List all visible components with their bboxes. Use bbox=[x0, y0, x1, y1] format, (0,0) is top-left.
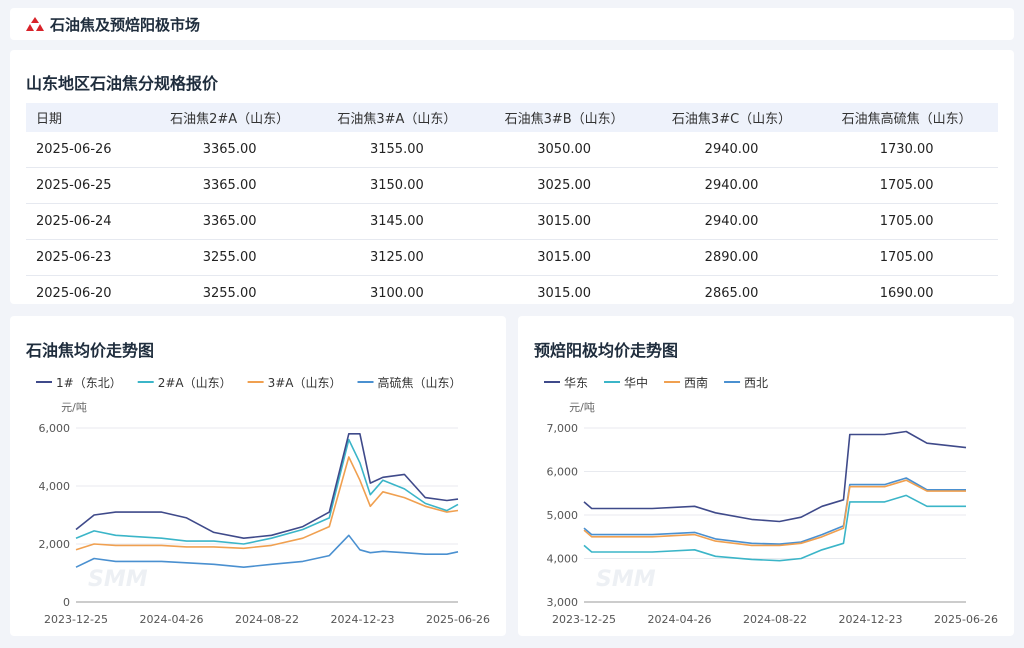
series-line bbox=[583, 477, 966, 545]
column-header: 日期 bbox=[26, 103, 146, 132]
table-cell: 2940.00 bbox=[647, 167, 816, 204]
table-body: 2025-06-26 3365.00 3155.00 3050.00 2940.00 17… bbox=[26, 132, 998, 304]
section-header: 石油焦及预焙阳极市场 bbox=[10, 8, 1014, 40]
series-line bbox=[583, 430, 967, 523]
x-tick-label: 2025-06-26 bbox=[934, 613, 998, 626]
column-header: 石油焦2#A（山东） bbox=[146, 103, 314, 132]
legend-label: 华中 bbox=[624, 375, 648, 390]
column-header: 石油焦3#A（山东） bbox=[313, 103, 481, 132]
x-tick-label: 2024-08-22 bbox=[235, 613, 299, 626]
y-tick-label: 4,000 bbox=[39, 480, 71, 493]
table-cell: 2940.00 bbox=[647, 132, 816, 168]
table-cell: 2025-06-20 bbox=[26, 275, 146, 304]
watermark: SMM bbox=[88, 567, 148, 592]
table-row: 2025-06-26 3365.00 3155.00 3050.00 2940.00 17… bbox=[26, 132, 998, 168]
table-cell: 3015.00 bbox=[480, 239, 648, 276]
petroleum-coke-chart-card: 石油焦均价走势图 1#（东北） 2#A（山东） 3#A（山东） 高硫焦（山东） 元/吨 0… bbox=[10, 316, 506, 636]
series-line bbox=[583, 494, 966, 562]
price-table-card: 山东地区石油焦分规格报价 日期 石油焦2#A（山东） 石油焦3#A（山东） 石油焦3#… bbox=[10, 50, 1014, 304]
table-cell: 3365.00 bbox=[146, 167, 314, 204]
petroleum-coke-chart[interactable]: 1#（东北） 2#A（山东） 3#A（山东） 高硫焦（山东） 元/吨 0 2,000 4,00… bbox=[10, 316, 506, 636]
table-cell: 1690.00 bbox=[815, 275, 998, 304]
table-cell: 3255.00 bbox=[146, 275, 314, 304]
x-tick-label: 2023-12-25 bbox=[44, 613, 108, 626]
x-tick-label: 2024-08-22 bbox=[743, 613, 807, 626]
table-cell: 3125.00 bbox=[313, 239, 481, 276]
table-cell: 3015.00 bbox=[480, 203, 648, 240]
x-tick-label: 2025-06-26 bbox=[426, 613, 490, 626]
table-cell: 1705.00 bbox=[815, 239, 998, 276]
y-tick-label: 6,000 bbox=[547, 466, 579, 479]
table-cell: 2025-06-25 bbox=[26, 167, 146, 204]
legend-label: 华东 bbox=[564, 376, 588, 390]
table-cell: 2025-06-23 bbox=[26, 239, 146, 276]
price-table-scroll[interactable]: 日期 石油焦2#A（山东） 石油焦3#A（山东） 石油焦3#B（山东） 石油焦3#C（山… bbox=[26, 103, 998, 304]
prebaked-anode-chart[interactable]: 华东 华中 西南 西北元/吨 3,000 4,000 5,000 6,000 7,000 SMM 2… bbox=[518, 316, 1014, 636]
table-cell: 2865.00 bbox=[647, 275, 816, 304]
column-header: 石油焦3#C（山东） bbox=[647, 103, 816, 132]
series-line bbox=[583, 479, 966, 547]
table-row: 2025-06-25 3365.00 3150.00 3025.00 2940.00 17… bbox=[26, 167, 998, 204]
table-title: 山东地区石油焦分规格报价 bbox=[26, 74, 219, 93]
chart-title: 预焙阳极均价走势图 bbox=[534, 341, 679, 360]
table-cell: 3050.00 bbox=[480, 132, 648, 168]
series-line bbox=[75, 534, 459, 568]
table-cell: 1705.00 bbox=[815, 203, 998, 240]
table-cell: 3150.00 bbox=[313, 167, 481, 204]
table-cell: 3100.00 bbox=[313, 275, 481, 304]
x-tick-label: 2024-12-23 bbox=[331, 613, 395, 626]
watermark: SMM bbox=[596, 567, 656, 592]
y-axis-unit: 元/吨 bbox=[569, 401, 595, 414]
table-cell: 2025-06-26 bbox=[26, 132, 146, 168]
table-cell: 1730.00 bbox=[815, 132, 998, 168]
table-row: 2025-06-23 3255.00 3125.00 3015.00 2890.00 17… bbox=[26, 239, 998, 276]
table-cell: 3015.00 bbox=[480, 275, 648, 304]
series-line bbox=[75, 438, 459, 545]
table-cell: 2890.00 bbox=[647, 239, 816, 276]
x-tick-label: 2024-04-26 bbox=[140, 613, 204, 626]
legend-label: 高硫焦（山东） bbox=[378, 375, 462, 390]
table-cell: 3145.00 bbox=[313, 203, 481, 240]
table-cell: 3365.00 bbox=[146, 132, 314, 168]
y-axis-unit: 元/吨 bbox=[61, 401, 87, 414]
legend-label: 3#A（山东） bbox=[268, 376, 342, 390]
table-cell: 2940.00 bbox=[647, 203, 816, 240]
table-cell: 1705.00 bbox=[815, 167, 998, 204]
table-cell: 3365.00 bbox=[146, 203, 314, 240]
legend-label: 2#A（山东） bbox=[158, 376, 232, 390]
table-cell: 3155.00 bbox=[313, 132, 481, 168]
y-tick-label: 6,000 bbox=[39, 422, 71, 435]
series-line bbox=[75, 433, 459, 539]
x-tick-label: 2023-12-25 bbox=[552, 613, 616, 626]
table-cell: 3255.00 bbox=[146, 239, 314, 276]
legend-label: 西南 bbox=[684, 375, 708, 390]
anode-chart-card: 预焙阳极均价走势图 华东 华中 西南 西北元/吨 3,000 4,000 5,000 6,00… bbox=[518, 316, 1014, 636]
y-tick-label: 4,000 bbox=[547, 553, 579, 566]
y-tick-label: 2,000 bbox=[39, 538, 71, 551]
price-table: 日期 石油焦2#A（山东） 石油焦3#A（山东） 石油焦3#B（山东） 石油焦3#C（山… bbox=[26, 103, 998, 304]
table-row: 2025-06-20 3255.00 3100.00 3015.00 2865.00 16… bbox=[26, 275, 998, 304]
column-header: 石油焦高硫焦（山东） bbox=[815, 103, 998, 132]
legend-label: 1#（东北） bbox=[56, 376, 122, 390]
chart-title: 石油焦均价走势图 bbox=[26, 341, 155, 360]
x-tick-label: 2024-04-26 bbox=[648, 613, 712, 626]
smm-logo-icon bbox=[26, 17, 44, 31]
table-header-row: 日期 石油焦2#A（山东） 石油焦3#A（山东） 石油焦3#B（山东） 石油焦3#C（山… bbox=[26, 103, 998, 132]
x-tick-label: 2024-12-23 bbox=[839, 613, 903, 626]
y-tick-label: 5,000 bbox=[547, 509, 579, 522]
table-cell: 2025-06-24 bbox=[26, 203, 146, 240]
section-title: 石油焦及预焙阳极市场 bbox=[50, 16, 201, 34]
table-row: 2025-06-24 3365.00 3145.00 3015.00 2940.00 17… bbox=[26, 203, 998, 240]
table-cell: 3025.00 bbox=[480, 167, 648, 204]
y-tick-label: 3,000 bbox=[547, 596, 579, 609]
column-header: 石油焦3#B（山东） bbox=[480, 103, 648, 132]
legend-label: 西北 bbox=[744, 376, 768, 390]
y-tick-label: 7,000 bbox=[547, 422, 579, 435]
y-tick-label: 0 bbox=[63, 596, 70, 609]
series-line bbox=[75, 456, 459, 551]
